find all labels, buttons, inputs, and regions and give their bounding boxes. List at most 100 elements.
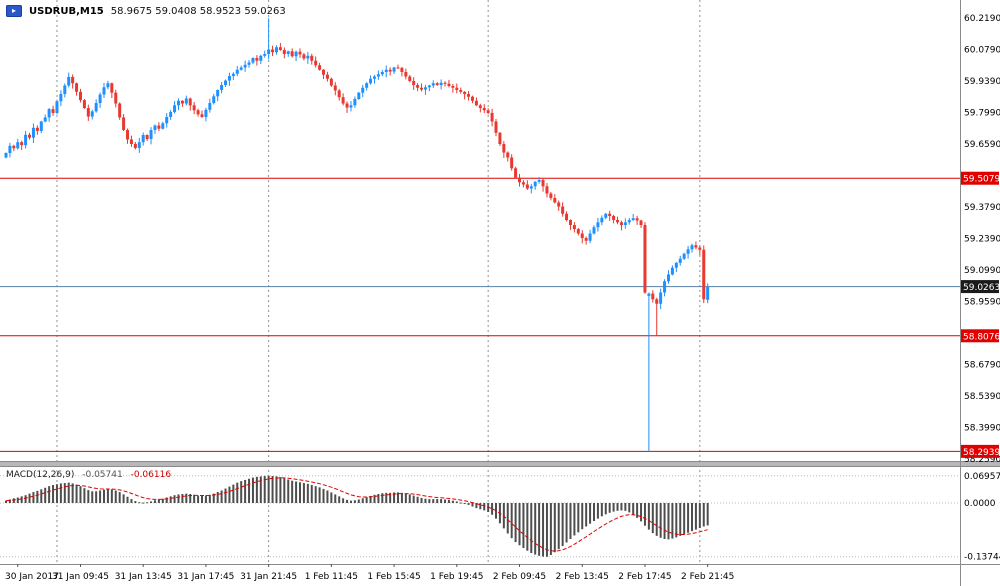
candle-body	[357, 92, 361, 99]
macd-bar	[20, 496, 23, 503]
candle-body	[196, 110, 200, 115]
candle-body	[90, 111, 94, 117]
macd-bar	[608, 503, 611, 513]
one-click-trading-button[interactable]: ▸	[6, 5, 22, 17]
macd-bar	[36, 490, 39, 503]
candle-body	[16, 142, 20, 149]
candle-body	[345, 103, 349, 108]
candle-body	[694, 245, 698, 248]
candle-body	[341, 97, 345, 104]
price-tick-label: 58.5390	[964, 392, 1000, 402]
macd-bar	[373, 494, 376, 503]
candle-body	[227, 76, 231, 81]
candle-body	[102, 87, 106, 95]
macd-bar	[87, 490, 90, 503]
macd-bar	[40, 489, 43, 503]
candle-body	[114, 92, 118, 104]
candle-body	[133, 144, 137, 149]
macd-bar	[565, 503, 568, 543]
time-tick-label: 2 Feb 13:45	[556, 572, 609, 582]
macd-bar	[275, 476, 278, 503]
candle-body	[51, 109, 55, 113]
macd-bar	[146, 502, 149, 504]
candle-body	[145, 135, 149, 140]
macd-bar	[553, 503, 556, 553]
candle-body	[616, 220, 620, 223]
macd-bar	[255, 476, 258, 503]
candle-body	[396, 67, 400, 69]
candle-body	[647, 293, 651, 296]
macd-bar	[263, 476, 266, 503]
pane-splitter-bar[interactable]	[0, 461, 1000, 467]
candle-body	[431, 83, 435, 86]
macd-tick-label: -0.13744	[964, 553, 1000, 563]
macd-bar	[338, 496, 341, 503]
macd-bar	[299, 482, 301, 503]
macd-bar	[12, 498, 15, 503]
candle-body	[302, 54, 306, 59]
candle-body	[220, 85, 224, 90]
candle-body	[157, 125, 161, 129]
candle-body	[663, 281, 667, 293]
macd-bar	[216, 492, 219, 503]
macd-bar	[228, 486, 231, 503]
time-tick-label: 31 Jan 13:45	[115, 572, 172, 582]
macd-bar	[365, 497, 368, 503]
macd-bar	[620, 503, 623, 511]
time-tick-label: 31 Jan 21:45	[240, 572, 297, 582]
candle-body	[188, 98, 192, 106]
arrow-icon: ▸	[11, 6, 16, 15]
candle-body	[557, 202, 561, 207]
macd-bar	[349, 500, 352, 503]
macd-bar	[291, 480, 294, 503]
candle-body	[235, 69, 239, 74]
macd-bar	[526, 503, 529, 551]
macd-main-value: -0.05741	[82, 470, 123, 480]
candle-body	[298, 51, 302, 55]
candle-body	[502, 144, 506, 153]
candle-body	[561, 206, 565, 214]
price-level-badge: 58.8076	[961, 329, 1000, 343]
macd-bar	[16, 497, 19, 503]
time-tick-label: 30 Jan 2017	[5, 572, 59, 582]
candle-body	[474, 100, 478, 106]
macd-bar	[8, 499, 11, 503]
time-tick-label: 2 Feb 21:45	[681, 572, 734, 582]
price-tick-label: 58.2590	[964, 455, 1000, 465]
macd-bar	[451, 500, 454, 503]
macd-bar	[126, 496, 129, 503]
candle-body	[176, 100, 180, 106]
price-axis[interactable]: 60.2190 60.0790 59.9390 59.7990 59.6590 59.37…	[964, 14, 1000, 465]
macd-bar	[334, 494, 337, 503]
price-tick-label: 59.7990	[964, 109, 1000, 119]
candle-body	[486, 110, 490, 113]
candle-body	[690, 245, 694, 250]
candle-body	[521, 182, 525, 185]
candle-body	[141, 135, 145, 143]
candle-body	[510, 157, 514, 169]
macd-bar	[130, 499, 133, 503]
horizontal-lines	[0, 177, 960, 452]
candle-body	[274, 47, 278, 53]
macd-tick-label: 0.06957	[964, 472, 1000, 482]
candle-body	[537, 180, 541, 182]
macd-bar	[24, 495, 27, 503]
candle-body	[702, 249, 706, 300]
candle-body	[588, 233, 592, 241]
candle-body	[467, 94, 471, 97]
macd-bar	[208, 494, 211, 503]
candle-body	[494, 121, 498, 133]
macd-bar	[585, 503, 588, 527]
candle-body	[608, 213, 612, 216]
macd-bar	[698, 503, 701, 529]
macd-bar	[604, 503, 607, 515]
candle-body	[674, 262, 678, 268]
macd-bar	[83, 488, 86, 503]
macd-bar	[48, 486, 51, 503]
candle-body	[490, 112, 494, 122]
macd-bar	[412, 495, 415, 503]
macd-bar	[569, 503, 572, 539]
candle-body	[67, 76, 71, 86]
